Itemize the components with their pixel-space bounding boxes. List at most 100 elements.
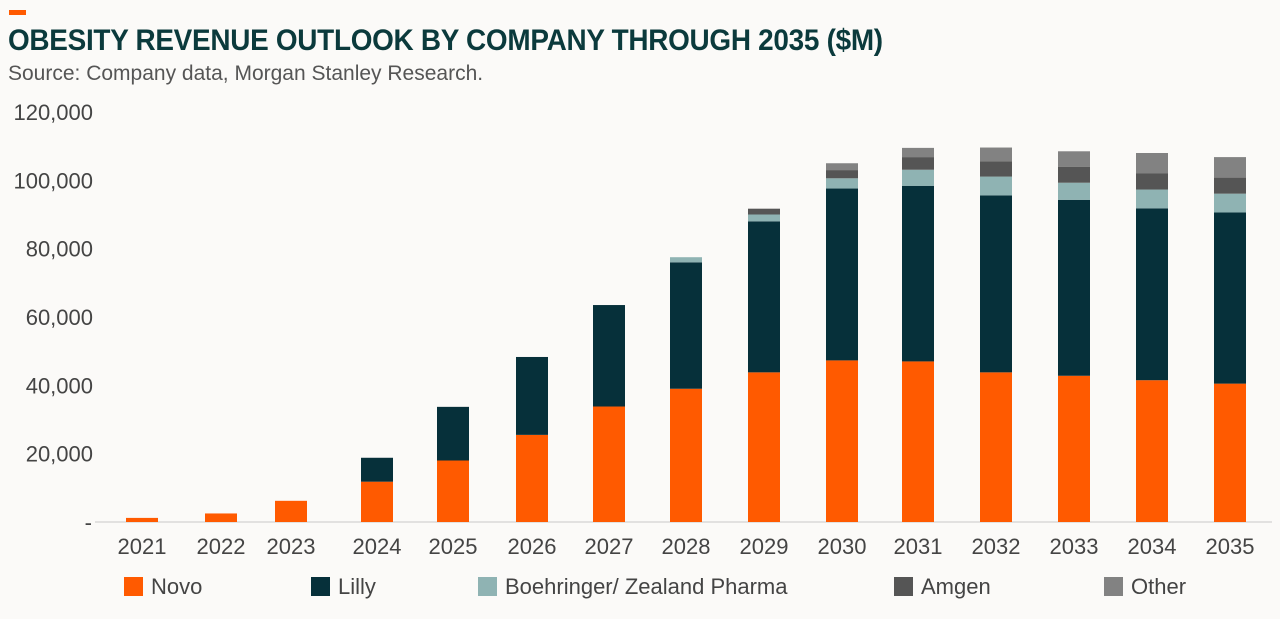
bar-stack-2021 [126, 517, 158, 522]
legend-item-amgen: Amgen [894, 574, 991, 599]
x-tick-label: 2034 [1128, 534, 1177, 559]
bar-stack-2024 [361, 457, 393, 522]
bar-amgen-2032 [980, 161, 1012, 177]
legend-label: Lilly [338, 574, 376, 599]
bar-boehringer-zealand-pharma-2035 [1214, 193, 1246, 213]
y-tick-label: 60,000 [26, 305, 93, 330]
chart-source: Source: Company data, Morgan Stanley Res… [8, 62, 484, 85]
legend-swatch [894, 577, 913, 596]
bar-amgen-2034 [1136, 173, 1168, 190]
bar-stack-2028 [670, 257, 702, 522]
bar-stack-2029 [748, 208, 780, 522]
legend-swatch [478, 577, 497, 596]
bar-other-2031 [902, 147, 934, 158]
bar-boehringer-zealand-pharma-2028 [670, 257, 702, 263]
bar-amgen-2035 [1214, 177, 1246, 194]
bar-stack-2035 [1214, 157, 1246, 522]
x-axis-labels: 2021 2022 2023 2024 2025 2026 2027 2028 2029 2030… [118, 534, 1255, 559]
bar-novo-2029 [748, 372, 780, 522]
bar-boehringer-zealand-pharma-2034 [1136, 189, 1168, 209]
bar-lilly-2024 [361, 457, 393, 482]
x-tick-label: 2026 [508, 534, 557, 559]
x-tick-label: 2024 [353, 534, 402, 559]
bar-lilly-2026 [516, 356, 548, 435]
bar-lilly-2033 [1058, 199, 1090, 376]
x-tick-label: 2030 [818, 534, 867, 559]
y-tick-label: - [85, 510, 92, 535]
bar-novo-2031 [902, 361, 934, 522]
x-tick-label: 2025 [429, 534, 478, 559]
legend-item-lilly: Lilly [311, 574, 376, 599]
bar-stack-2030 [826, 163, 858, 522]
bar-lilly-2028 [670, 262, 702, 389]
legend-swatch [1104, 577, 1123, 596]
x-tick-label: 2033 [1050, 534, 1099, 559]
bar-other-2035 [1214, 157, 1246, 178]
y-tick-label: 100,000 [13, 168, 93, 193]
y-tick-label: 40,000 [26, 373, 93, 398]
x-tick-label: 2022 [197, 534, 246, 559]
bar-novo-2021 [126, 517, 158, 522]
accent-bar [9, 10, 26, 15]
legend-swatch [311, 577, 330, 596]
y-tick-label: 120,000 [13, 100, 93, 125]
bar-amgen-2033 [1058, 166, 1090, 183]
bar-stack-2027 [593, 305, 625, 522]
bar-stack-2033 [1058, 151, 1090, 522]
bar-lilly-2032 [980, 195, 1012, 373]
bar-lilly-2034 [1136, 208, 1168, 381]
bar-other-2032 [980, 147, 1012, 162]
bar-novo-2033 [1058, 375, 1090, 522]
bar-lilly-2025 [437, 406, 469, 461]
legend-label: Novo [151, 574, 202, 599]
bar-stack-2032 [980, 147, 1012, 522]
bar-novo-2035 [1214, 383, 1246, 522]
x-tick-label: 2027 [585, 534, 634, 559]
bar-lilly-2030 [826, 188, 858, 361]
bar-novo-2032 [980, 372, 1012, 522]
x-tick-label: 2023 [267, 534, 316, 559]
bar-lilly-2027 [593, 305, 625, 407]
bar-stack-2026 [516, 356, 548, 522]
legend: Novo Lilly Boehringer/ Zealand Pharma Amgen… [124, 574, 1186, 599]
bar-stack-2031 [902, 147, 934, 522]
bar-boehringer-zealand-pharma-2029 [748, 214, 780, 222]
y-axis: - 20,000 40,000 60,000 80,000 100,000 120,000 [13, 100, 93, 535]
bar-other-2030 [826, 163, 858, 171]
bar-amgen-2031 [902, 157, 934, 170]
bar-other-2034 [1136, 153, 1168, 174]
bar-novo-2030 [826, 360, 858, 522]
legend-item-boehringer-zealand-pharma: Boehringer/ Zealand Pharma [478, 574, 788, 599]
legend-swatch [124, 577, 143, 596]
y-tick-label: 20,000 [26, 442, 93, 467]
legend-label: Amgen [921, 574, 991, 599]
x-tick-label: 2031 [894, 534, 943, 559]
bar-stack-2025 [437, 406, 469, 522]
x-tick-label: 2021 [118, 534, 167, 559]
bar-amgen-2030 [826, 170, 858, 179]
bar-stack-2034 [1136, 153, 1168, 522]
legend-label: Boehringer/ Zealand Pharma [505, 574, 788, 599]
bar-boehringer-zealand-pharma-2031 [902, 169, 934, 186]
bar-boehringer-zealand-pharma-2033 [1058, 182, 1090, 200]
bar-novo-2022 [205, 513, 237, 522]
bar-stack-2022 [205, 513, 237, 522]
chart-title: OBESITY REVENUE OUTLOOK BY COMPANY THROU… [8, 24, 883, 57]
bar-stack-2023 [275, 500, 307, 522]
bar-boehringer-zealand-pharma-2032 [980, 176, 1012, 196]
x-tick-label: 2032 [972, 534, 1021, 559]
bars [126, 147, 1246, 522]
bar-lilly-2035 [1214, 212, 1246, 384]
bar-lilly-2029 [748, 221, 780, 373]
bar-boehringer-zealand-pharma-2030 [826, 178, 858, 189]
bar-amgen-2029 [748, 208, 780, 215]
y-tick-label: 80,000 [26, 237, 93, 262]
bar-novo-2025 [437, 460, 469, 522]
legend-item-novo: Novo [124, 574, 202, 599]
bar-novo-2027 [593, 406, 625, 522]
bar-other-2033 [1058, 151, 1090, 167]
bar-novo-2023 [275, 500, 307, 522]
bar-novo-2028 [670, 388, 702, 522]
x-tick-label: 2028 [662, 534, 711, 559]
